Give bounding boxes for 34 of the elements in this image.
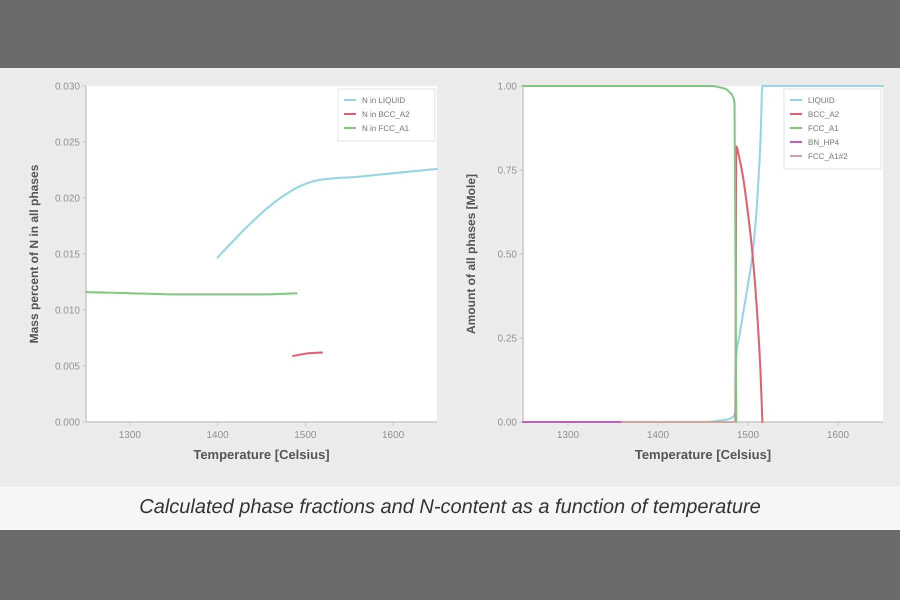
y-tick-label: 1.00 [498, 82, 518, 92]
x-tick-label: 1600 [826, 430, 850, 441]
y-tick-label: 0.000 [54, 418, 80, 428]
x-tick-label: 1600 [382, 430, 405, 441]
legend-label: FCC_A1 [808, 124, 840, 133]
y-axis-title: Amount of all phases [Mole] [464, 174, 478, 334]
x-tick-label: 1300 [556, 430, 580, 441]
y-tick-label: 0.025 [54, 138, 80, 148]
legend-label: N in FCC_A1 [362, 124, 410, 133]
y-tick-label: 0.015 [54, 250, 80, 260]
y-tick-label: 0.010 [54, 306, 80, 316]
y-tick-label: 0.020 [54, 194, 80, 204]
y-tick-label: 0.00 [498, 418, 518, 428]
x-tick-label: 1300 [118, 430, 142, 441]
x-axis-title: Temperature [Celsius] [634, 447, 772, 462]
y-tick-label: 0.50 [498, 250, 518, 260]
x-tick-label: 1500 [736, 430, 760, 441]
line-series [216, 168, 438, 258]
y-tick-label: 0.005 [54, 362, 80, 372]
x-tick-label: 1400 [206, 430, 230, 441]
legend-label: LIQUID [808, 96, 835, 105]
x-tick-label: 1400 [646, 430, 670, 441]
legend-label: FCC_A1#2 [808, 152, 848, 161]
legend-label: BCC_A2 [808, 110, 840, 119]
x-tick-label: 1500 [294, 430, 317, 441]
y-tick-label: 0.25 [498, 334, 518, 344]
y-axis-title: Mass percent of N in all phases [27, 164, 41, 344]
legend-label: BN_HP4 [808, 138, 840, 147]
y-tick-label: 0.030 [54, 82, 80, 92]
y-tick-label: 0.75 [498, 166, 518, 176]
legend-label: N in LIQUID [362, 96, 406, 105]
legend-label: N in BCC_A2 [362, 110, 410, 119]
text: Calculated phase fractions and N-content as a function of temperature [139, 496, 761, 518]
x-axis-title: Temperature [Celsius] [193, 447, 330, 462]
